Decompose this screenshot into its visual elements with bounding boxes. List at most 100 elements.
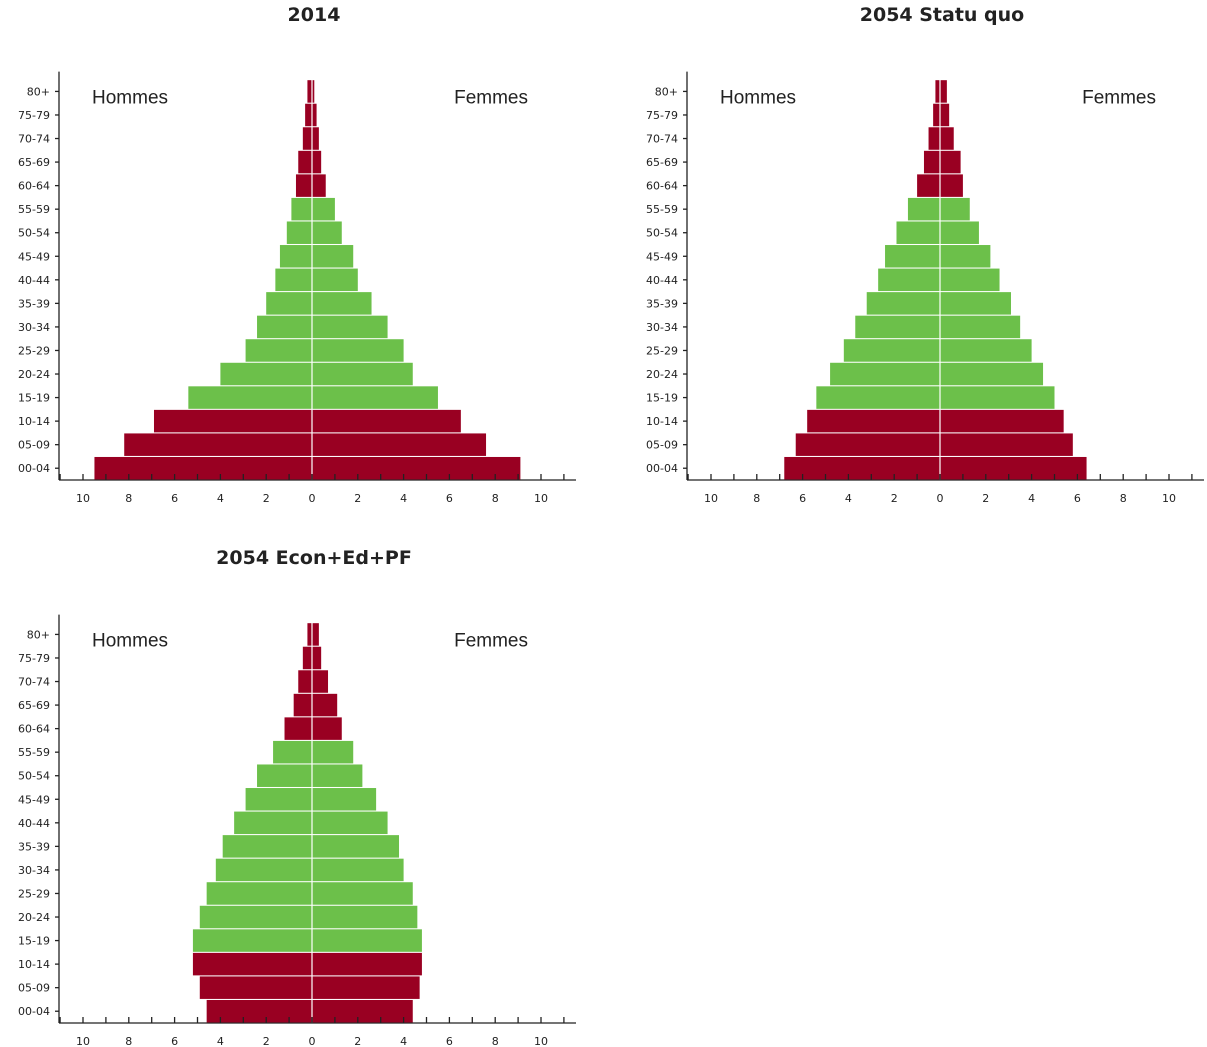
bar-femmes-70-74 xyxy=(312,670,329,693)
age-group-label: 75-79 xyxy=(646,109,678,122)
bar-femmes-45-49 xyxy=(312,788,377,811)
bar-femmes-55-59 xyxy=(312,740,354,764)
x-tick-label: 8 xyxy=(753,492,760,505)
bar-hommes-60-64 xyxy=(295,174,312,197)
bar-femmes-70-74 xyxy=(312,127,319,150)
age-group-label: 70-74 xyxy=(646,133,678,146)
bar-femmes-40-44 xyxy=(312,268,358,292)
x-tick-label: 4 xyxy=(845,492,852,505)
bar-hommes-55-59 xyxy=(273,740,312,764)
bar-hommes-50-54 xyxy=(257,764,312,787)
age-group-label: 50-54 xyxy=(18,770,50,783)
bar-hommes-55-59 xyxy=(907,197,940,221)
x-tick-label: 6 xyxy=(799,492,806,505)
bar-hommes-65-69 xyxy=(298,150,312,174)
x-tick-label: 10 xyxy=(76,492,90,505)
bar-hommes-80+ xyxy=(307,80,312,103)
bar-femmes-30-34 xyxy=(940,315,1021,339)
age-group-label: 00-04 xyxy=(646,462,678,475)
bar-hommes-80+ xyxy=(307,623,312,646)
x-tick-label: 4 xyxy=(400,1035,407,1047)
age-group-label: 20-24 xyxy=(18,368,50,381)
bar-hommes-15-19 xyxy=(816,386,940,409)
bar-hommes-05-09 xyxy=(124,433,312,456)
age-group-label: 40-44 xyxy=(18,817,50,830)
bar-femmes-55-59 xyxy=(312,197,335,221)
bar-femmes-65-69 xyxy=(940,150,961,174)
x-tick-label: 8 xyxy=(492,492,499,505)
age-group-label: 65-69 xyxy=(18,156,50,169)
hommes-label: Hommes xyxy=(92,88,168,109)
bar-femmes-25-29 xyxy=(312,339,404,362)
bar-hommes-25-29 xyxy=(245,339,312,362)
age-group-label: 10-14 xyxy=(646,415,678,428)
bar-femmes-15-19 xyxy=(312,386,438,409)
age-group-label: 60-64 xyxy=(18,723,50,736)
bar-femmes-80+ xyxy=(312,623,319,646)
bar-femmes-50-54 xyxy=(940,221,979,244)
bar-femmes-80+ xyxy=(312,80,315,103)
bar-hommes-50-54 xyxy=(896,221,940,244)
bar-hommes-45-49 xyxy=(885,245,940,268)
x-tick-label: 6 xyxy=(446,1035,453,1047)
age-group-label: 00-04 xyxy=(18,462,50,475)
age-group-label: 00-04 xyxy=(18,1005,50,1018)
age-group-label: 10-14 xyxy=(18,415,50,428)
bar-hommes-20-24 xyxy=(830,362,940,386)
pyramid-chart-2054-econ-ed-pf: 00-04 05-09 10-14 15-19 20-24 25-29 30-34 35-39… xyxy=(18,614,576,1047)
bar-femmes-15-19 xyxy=(940,386,1055,409)
age-group-label: 10-14 xyxy=(18,958,50,971)
bar-femmes-00-04 xyxy=(940,456,1087,480)
bar-femmes-00-04 xyxy=(312,999,413,1023)
x-tick-label: 8 xyxy=(125,1035,132,1047)
bar-femmes-30-34 xyxy=(312,315,388,339)
x-tick-label: 4 xyxy=(217,1035,224,1047)
x-tick-label: 2 xyxy=(982,492,989,505)
age-group-label: 50-54 xyxy=(646,227,678,240)
bar-femmes-75-79 xyxy=(312,646,322,670)
age-group-label: 55-59 xyxy=(646,203,678,216)
bar-hommes-05-09 xyxy=(199,976,312,999)
pyramid-panel-2014: 2014 00-04 05-09 10-14 15-19 20-24 25-29 30-34… xyxy=(0,0,628,520)
age-group-label: 15-19 xyxy=(646,392,678,405)
age-group-label: 65-69 xyxy=(18,699,50,712)
age-group-label: 05-09 xyxy=(18,439,50,452)
bar-femmes-10-14 xyxy=(312,409,461,433)
bar-hommes-40-44 xyxy=(878,268,940,292)
hommes-label: Hommes xyxy=(92,631,168,652)
bar-hommes-35-39 xyxy=(866,292,940,315)
age-group-label: 35-39 xyxy=(18,840,50,853)
x-tick-label: 2 xyxy=(891,492,898,505)
bar-hommes-10-14 xyxy=(807,409,940,433)
x-tick-label: 6 xyxy=(171,1035,178,1047)
age-group-label: 55-59 xyxy=(18,746,50,759)
bar-femmes-05-09 xyxy=(312,976,420,999)
bar-femmes-35-39 xyxy=(312,292,372,315)
age-group-label: 30-34 xyxy=(646,321,678,334)
bar-hommes-10-14 xyxy=(153,409,312,433)
bar-femmes-10-14 xyxy=(312,952,422,976)
age-group-label: 80+ xyxy=(27,628,50,641)
bar-femmes-25-29 xyxy=(940,339,1032,362)
age-group-label: 45-49 xyxy=(18,250,50,263)
bar-hommes-15-19 xyxy=(188,386,312,409)
bar-femmes-60-64 xyxy=(312,717,342,740)
bar-femmes-40-44 xyxy=(312,811,388,835)
bar-hommes-00-04 xyxy=(94,456,312,480)
age-group-label: 40-44 xyxy=(18,274,50,287)
bar-hommes-10-14 xyxy=(192,952,312,976)
bar-femmes-45-49 xyxy=(312,245,354,268)
age-group-label: 05-09 xyxy=(18,982,50,995)
hommes-label: Hommes xyxy=(720,88,796,109)
age-group-label: 70-74 xyxy=(18,676,50,689)
age-group-label: 35-39 xyxy=(18,297,50,310)
bar-femmes-15-19 xyxy=(312,929,422,952)
bar-hommes-20-24 xyxy=(220,362,312,386)
age-group-label: 25-29 xyxy=(646,344,678,357)
bar-hommes-05-09 xyxy=(795,433,940,456)
age-group-label: 15-19 xyxy=(18,935,50,948)
age-group-label: 45-49 xyxy=(18,793,50,806)
bar-femmes-10-14 xyxy=(940,409,1064,433)
bar-femmes-20-24 xyxy=(940,362,1044,386)
bar-femmes-45-49 xyxy=(940,245,991,268)
